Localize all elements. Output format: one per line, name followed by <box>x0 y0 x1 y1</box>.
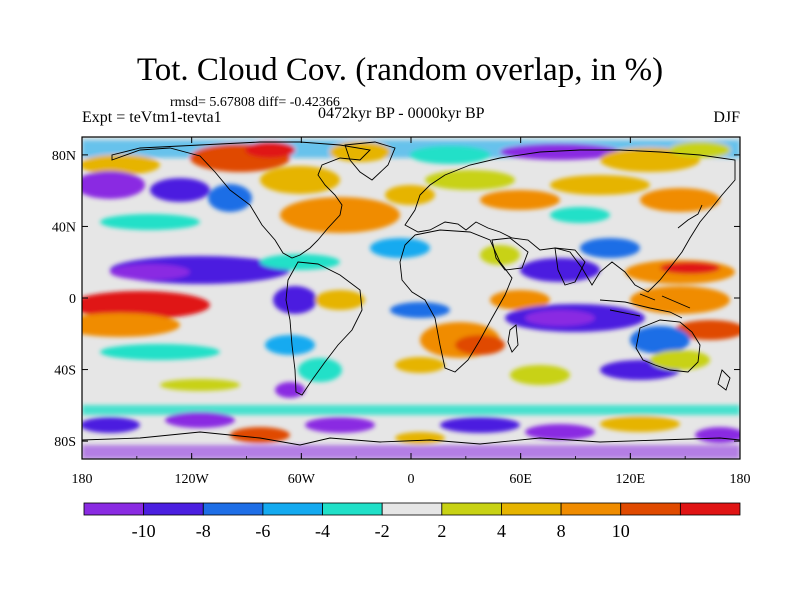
colorbar-swatch <box>381 502 443 516</box>
coastline-arabia <box>491 237 529 271</box>
colorbar-swatch <box>83 502 145 516</box>
coastline-north-america <box>111 141 371 259</box>
lat-tick-label: 40S <box>54 364 76 379</box>
map-axes: 180 120W 60W 0 60E 120E 180 80N 40N 0 40S 80S <box>52 137 751 487</box>
lon-tick-label: 120W <box>175 472 210 487</box>
map-title: Tot. Cloud Cov. (random overlap, in %) <box>136 52 664 88</box>
colorbar-swatch <box>262 502 323 516</box>
colorbar-label: -4 <box>315 521 330 541</box>
coastline-madagascar <box>507 324 519 353</box>
lon-tick-label: 120E <box>616 472 646 487</box>
lon-tick-label: 180 <box>72 472 93 487</box>
lon-tick-label: 180 <box>730 472 751 487</box>
colorbar-label: 8 <box>557 521 566 541</box>
coastline-africa <box>399 229 513 373</box>
colorbar-swatch <box>620 502 681 516</box>
coastline-japan <box>677 204 703 229</box>
colorbar-swatch <box>560 502 622 516</box>
coastline-australia <box>635 319 701 373</box>
coastline-indonesia <box>599 293 691 319</box>
lat-tick-label: 80S <box>54 435 76 450</box>
lat-tick-label: 0 <box>69 292 76 307</box>
coastline-greenland <box>344 141 396 181</box>
rmsd-diff-stats: rmsd= 5.67808 diff= -0.42366 <box>170 95 340 110</box>
colorbar-label: -10 <box>132 521 156 541</box>
lon-tick-label: 0 <box>408 472 415 487</box>
coastline-eurasia <box>404 149 736 293</box>
coastline-new-zealand <box>717 369 731 391</box>
colorbar-swatch <box>679 502 741 516</box>
colorbar-label: -6 <box>255 521 270 541</box>
colorbar-swatch <box>322 502 383 516</box>
anomaly-field <box>82 140 740 459</box>
season-label: DJF <box>713 109 740 126</box>
lat-tick-label: 40N <box>52 220 76 235</box>
colorbar-label: 2 <box>437 521 446 541</box>
colorbar-label: 10 <box>612 521 630 541</box>
experiment-label: Expt = teVtm1-tevta1 <box>82 109 222 126</box>
colorbar: -10 -8 -6 -4 -2 2 4 8 10 <box>83 502 741 541</box>
period-label: 0472kyr BP - 0000kyr BP <box>318 105 485 122</box>
coastlines <box>82 141 740 446</box>
lon-tick-label: 60W <box>288 472 316 487</box>
colorbar-swatch <box>501 502 562 516</box>
colorbar-swatch <box>441 502 502 516</box>
colorbar-swatch <box>202 502 264 516</box>
colorbar-label: 4 <box>497 521 506 541</box>
colorbar-label: -8 <box>196 521 211 541</box>
coastline-south-america <box>285 261 363 396</box>
coastline-antarctica <box>82 431 740 446</box>
lon-tick-label: 60E <box>509 472 532 487</box>
lat-tick-label: 80N <box>52 149 76 164</box>
coastline-india <box>554 247 586 286</box>
colorbar-label: -2 <box>375 521 390 541</box>
colorbar-swatch <box>143 502 204 516</box>
